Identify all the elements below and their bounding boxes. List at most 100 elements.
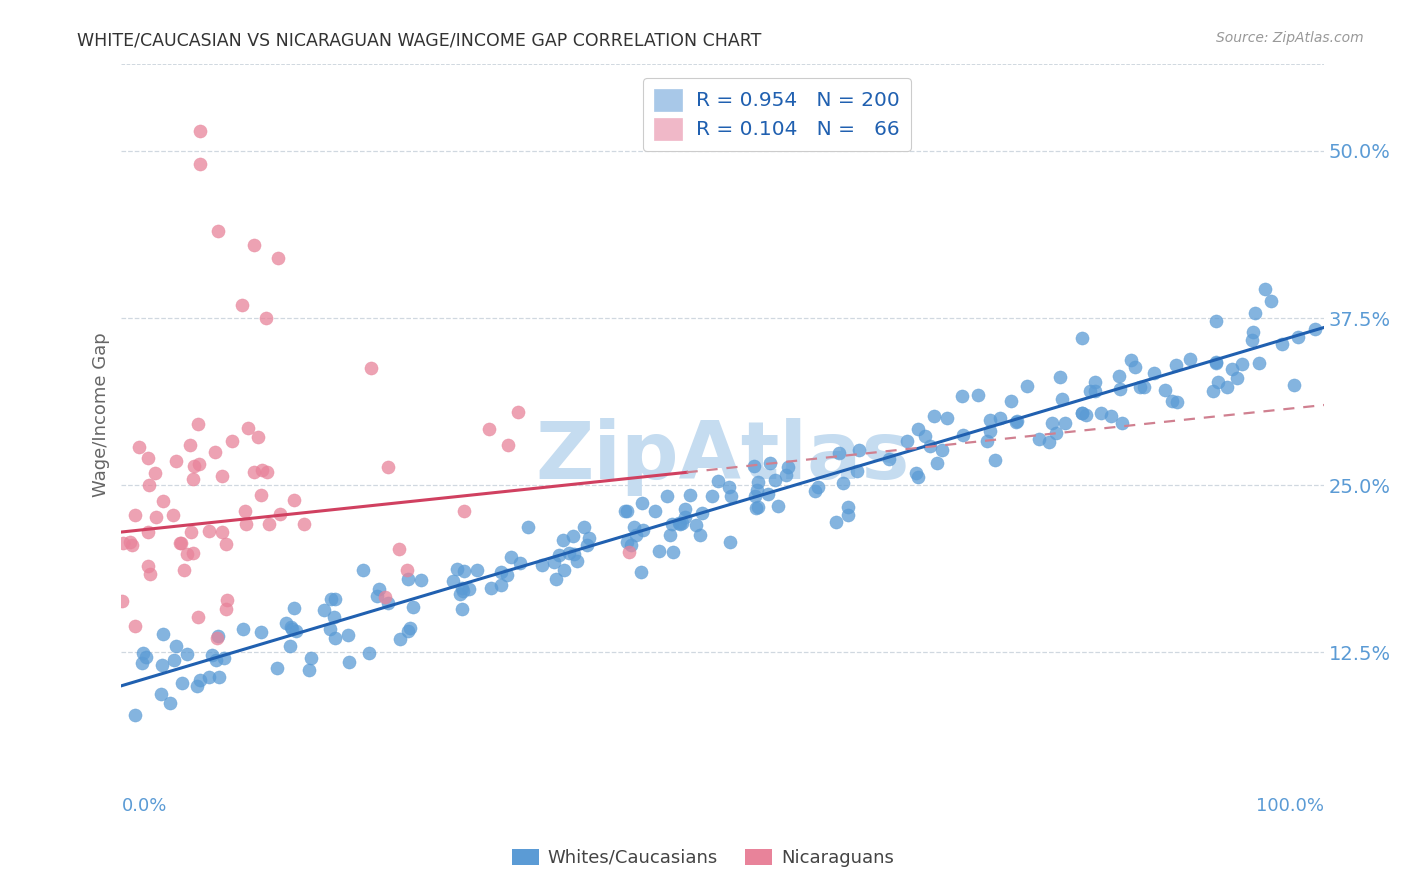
Point bbox=[135, 650, 157, 665]
Point bbox=[558, 546, 581, 560]
Point bbox=[274, 615, 297, 630]
Point bbox=[544, 572, 567, 586]
Point bbox=[979, 413, 1001, 427]
Point bbox=[170, 675, 193, 690]
Point bbox=[690, 506, 713, 520]
Point bbox=[837, 500, 859, 514]
Point bbox=[319, 592, 342, 607]
Point bbox=[449, 587, 471, 601]
Point bbox=[124, 508, 146, 523]
Point bbox=[453, 504, 475, 518]
Point bbox=[489, 565, 512, 579]
Point bbox=[1247, 356, 1270, 370]
Point bbox=[1178, 352, 1201, 367]
Point bbox=[366, 589, 388, 603]
Point bbox=[221, 434, 243, 448]
Point bbox=[848, 442, 870, 457]
Point bbox=[1040, 416, 1063, 430]
Point bbox=[187, 417, 209, 432]
Point bbox=[877, 452, 900, 467]
Point bbox=[187, 458, 209, 472]
Point bbox=[188, 157, 211, 171]
Point bbox=[931, 443, 953, 458]
Point bbox=[124, 708, 146, 723]
Point bbox=[578, 531, 600, 545]
Point bbox=[111, 593, 134, 607]
Point bbox=[644, 504, 666, 518]
Point bbox=[388, 542, 411, 557]
Point bbox=[201, 648, 224, 662]
Point bbox=[207, 224, 229, 238]
Point bbox=[198, 524, 221, 538]
Point bbox=[269, 507, 291, 521]
Point bbox=[395, 564, 418, 578]
Point bbox=[679, 488, 702, 502]
Point bbox=[318, 622, 340, 636]
Point bbox=[242, 465, 264, 479]
Point bbox=[1071, 331, 1094, 345]
Point bbox=[907, 470, 929, 484]
Point bbox=[575, 538, 598, 552]
Point bbox=[1080, 384, 1102, 398]
Point bbox=[984, 452, 1007, 467]
Point bbox=[301, 651, 323, 665]
Point bbox=[990, 411, 1012, 425]
Point bbox=[360, 361, 382, 376]
Point bbox=[399, 621, 422, 635]
Point bbox=[745, 483, 768, 497]
Point bbox=[914, 429, 936, 443]
Point bbox=[1226, 370, 1249, 384]
Point bbox=[479, 581, 502, 595]
Point bbox=[152, 626, 174, 640]
Point bbox=[357, 646, 380, 660]
Point bbox=[314, 603, 336, 617]
Point bbox=[828, 445, 851, 459]
Point bbox=[685, 517, 707, 532]
Point bbox=[1286, 330, 1309, 344]
Point bbox=[616, 503, 638, 517]
Point bbox=[1090, 406, 1112, 420]
Point bbox=[616, 535, 638, 549]
Point bbox=[509, 556, 531, 570]
Point bbox=[162, 653, 184, 667]
Point bbox=[453, 564, 475, 578]
Point bbox=[1053, 416, 1076, 430]
Point bbox=[1132, 380, 1154, 394]
Point bbox=[128, 440, 150, 454]
Point bbox=[389, 632, 412, 646]
Point bbox=[138, 478, 160, 492]
Point bbox=[131, 657, 153, 671]
Point bbox=[967, 387, 990, 401]
Point bbox=[631, 496, 654, 510]
Point bbox=[565, 554, 588, 568]
Point bbox=[374, 590, 396, 604]
Point bbox=[1216, 379, 1239, 393]
Text: WHITE/CAUCASIAN VS NICARAGUAN WAGE/INCOME GAP CORRELATION CHART: WHITE/CAUCASIAN VS NICARAGUAN WAGE/INCOM… bbox=[77, 31, 762, 49]
Point bbox=[1000, 393, 1022, 408]
Point bbox=[298, 663, 321, 677]
Point bbox=[1143, 366, 1166, 380]
Y-axis label: Wage/Income Gap: Wage/Income Gap bbox=[93, 333, 110, 498]
Point bbox=[478, 422, 501, 436]
Point bbox=[411, 573, 433, 587]
Point bbox=[396, 624, 419, 639]
Point bbox=[1303, 321, 1326, 335]
Point bbox=[661, 544, 683, 558]
Point bbox=[323, 591, 346, 606]
Point bbox=[496, 568, 519, 582]
Point bbox=[922, 409, 945, 424]
Point bbox=[489, 578, 512, 592]
Point bbox=[152, 494, 174, 508]
Text: 0.0%: 0.0% bbox=[121, 797, 167, 814]
Legend: Whites/Caucasians, Nicaraguans: Whites/Caucasians, Nicaraguans bbox=[505, 841, 901, 874]
Point bbox=[1205, 355, 1227, 369]
Text: ZipAtlas: ZipAtlas bbox=[536, 418, 910, 496]
Point bbox=[1123, 360, 1146, 375]
Point bbox=[775, 467, 797, 482]
Legend: R = 0.954   N = 200, R = 0.104   N =   66: R = 0.954 N = 200, R = 0.104 N = 66 bbox=[643, 78, 911, 151]
Point bbox=[150, 657, 173, 672]
Point bbox=[231, 298, 253, 312]
Point bbox=[132, 647, 155, 661]
Point bbox=[441, 574, 464, 588]
Point bbox=[1111, 416, 1133, 430]
